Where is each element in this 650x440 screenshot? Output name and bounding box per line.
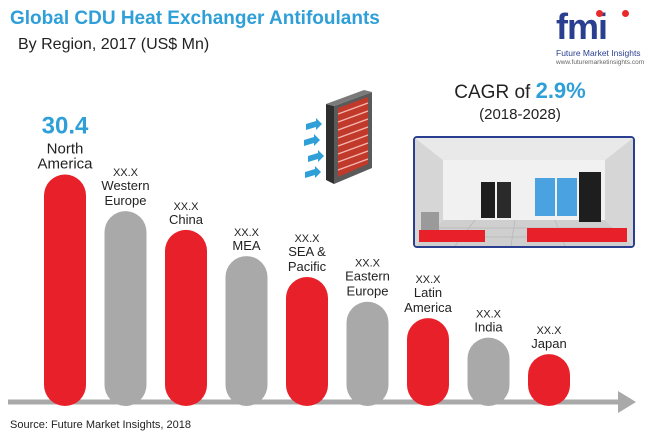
fmi-logo: fmi Future Market Insights www.futuremar… xyxy=(548,6,648,68)
category-label: Japan xyxy=(531,336,566,351)
bar xyxy=(104,211,147,406)
bar xyxy=(467,337,510,406)
chart-subtitle: By Region, 2017 (US$ Mn) xyxy=(18,36,210,53)
category-label: America xyxy=(37,155,93,172)
bar-value-label: 30.4 xyxy=(42,112,89,139)
bar-value-label: XX.X xyxy=(113,167,139,179)
category-label: Latin xyxy=(414,285,442,300)
cagr-period: (2018-2028) xyxy=(479,106,561,123)
category-label: MEA xyxy=(232,238,261,253)
bar-value-label: XX.X xyxy=(415,274,441,286)
bar-value-label: XX.X xyxy=(355,258,381,270)
logo-company-name: Future Market Insights xyxy=(556,48,641,58)
category-label: Pacific xyxy=(288,259,327,274)
category-label: Eastern xyxy=(345,269,390,284)
bar xyxy=(165,229,207,406)
bar xyxy=(44,174,86,406)
server-room-icon xyxy=(415,138,633,246)
logo-dot-icon xyxy=(622,10,629,17)
cagr-line: CAGR of 2.9% xyxy=(420,78,620,104)
logo-url: www.futuremarketinsights.com xyxy=(556,59,645,66)
category-label: Europe xyxy=(347,284,389,299)
bar xyxy=(346,301,389,406)
source-note: Source: Future Market Insights, 2018 xyxy=(10,419,191,431)
bar-value-label: XX.X xyxy=(536,325,562,337)
bar xyxy=(286,277,328,406)
bar-value-label: XX.X xyxy=(294,233,320,245)
bar-value-label: XX.X xyxy=(476,309,502,321)
bar-value-label: XX.X xyxy=(173,201,199,213)
logo-dot-icon xyxy=(596,10,603,17)
category-label: North xyxy=(47,140,84,157)
data-center-illustration xyxy=(413,136,635,248)
chart-title: Global CDU Heat Exchanger Antifoulants xyxy=(10,8,380,29)
heat-exchanger-illustration xyxy=(304,90,372,184)
bar xyxy=(225,256,268,406)
bar xyxy=(528,354,570,406)
category-label: Western xyxy=(101,178,149,193)
bar xyxy=(407,318,449,406)
bar-value-label: XX.X xyxy=(234,227,260,239)
cagr-value: 2.9% xyxy=(535,78,586,103)
category-label: America xyxy=(404,300,452,315)
category-label: Europe xyxy=(105,193,147,208)
category-label: India xyxy=(474,320,503,335)
category-label: China xyxy=(169,212,204,227)
x-axis-arrow-icon xyxy=(618,391,636,413)
cagr-callout: CAGR of 2.9% (2018-2028) xyxy=(420,78,620,123)
category-label: SEA & xyxy=(288,244,326,259)
cagr-prefix: CAGR of xyxy=(454,82,536,103)
